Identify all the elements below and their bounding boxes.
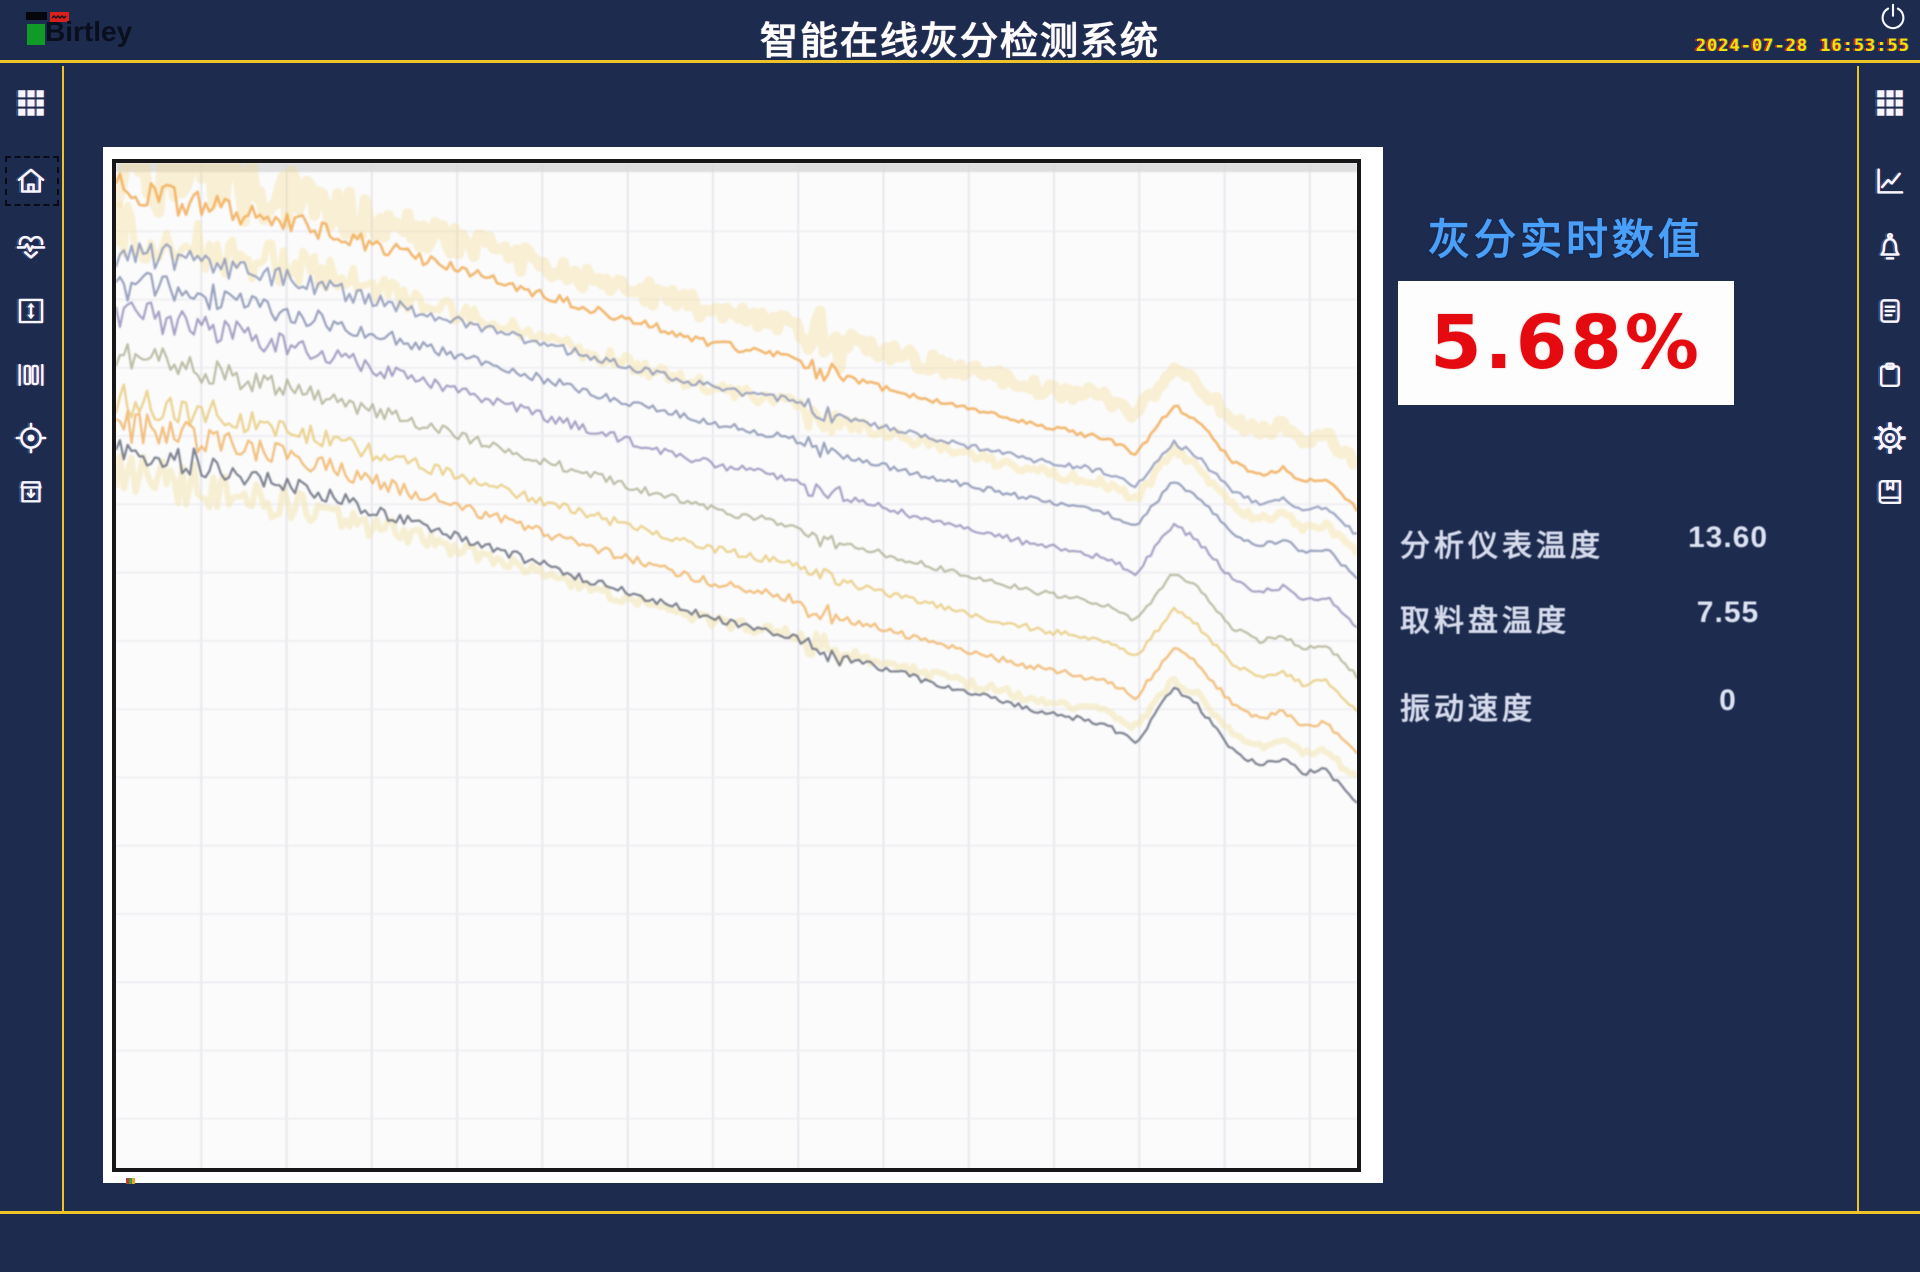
power-icon[interactable] [1878,2,1908,32]
heart-pulse-icon[interactable] [12,228,50,266]
metric-value: 7.55 [1696,596,1760,629]
logo-green-block [27,24,45,45]
ash-value-box: 5.68% [1398,281,1734,405]
datetime-display: 2024-07-28 16:53:55 [1684,36,1910,56]
apps-grid-icon[interactable] [12,84,50,122]
bell-icon[interactable] [1871,228,1909,266]
metric-label: 振动速度 [1400,693,1536,726]
apps-grid-icon[interactable] [1871,84,1909,122]
left-sidebar [0,66,64,1211]
right-sidebar [1857,66,1920,1211]
page-title: 智能在线灰分检测系统 [759,21,1160,63]
realtime-label: 灰分实时数值 [1427,216,1704,263]
brand-name: Birtley [45,16,133,47]
columns-gate-icon[interactable] [12,356,50,394]
storage-box-icon[interactable] [12,473,50,511]
trend-chart-plot [112,159,1361,1172]
date-text: 2024-07-28 [1695,36,1809,56]
document-icon[interactable] [1871,292,1909,330]
book-icon[interactable] [1871,473,1909,511]
metric-value: 0 [1719,684,1737,717]
logo-red-block [50,12,69,22]
ash-value: 5.68% [1430,300,1702,386]
gear-icon[interactable] [1871,419,1909,457]
metric-value: 13.60 [1687,521,1769,554]
selected-item-outline [5,156,59,206]
metric-row-analyzer-temp: 分析仪表温度 13.60 [1400,521,1830,565]
metric-row-vibration-speed: 振动速度 0 [1400,684,1830,728]
bottom-accent-line [0,1211,1920,1214]
metric-row-tray-temp: 取料盘温度 7.55 [1400,596,1830,640]
metric-label: 取料盘温度 [1400,605,1570,638]
clipboard-icon[interactable] [1871,356,1909,394]
video-artifact [126,1178,135,1184]
home-icon[interactable] [12,162,50,200]
metric-label: 分析仪表温度 [1400,530,1604,563]
header: Birtley 智能在线灰分检测系统 2024-07-28 16:53:55 [0,0,1920,63]
line-chart-icon[interactable] [1871,162,1909,200]
brand-logo: Birtley [26,10,196,54]
footer [0,1214,1920,1272]
target-icon[interactable] [12,419,50,457]
trend-chart [103,147,1383,1184]
trend-chart-traces [116,163,1357,1168]
time-text: 16:53:55 [1820,36,1910,56]
logo-black-block [26,12,47,20]
vertical-expand-icon[interactable] [12,292,50,330]
